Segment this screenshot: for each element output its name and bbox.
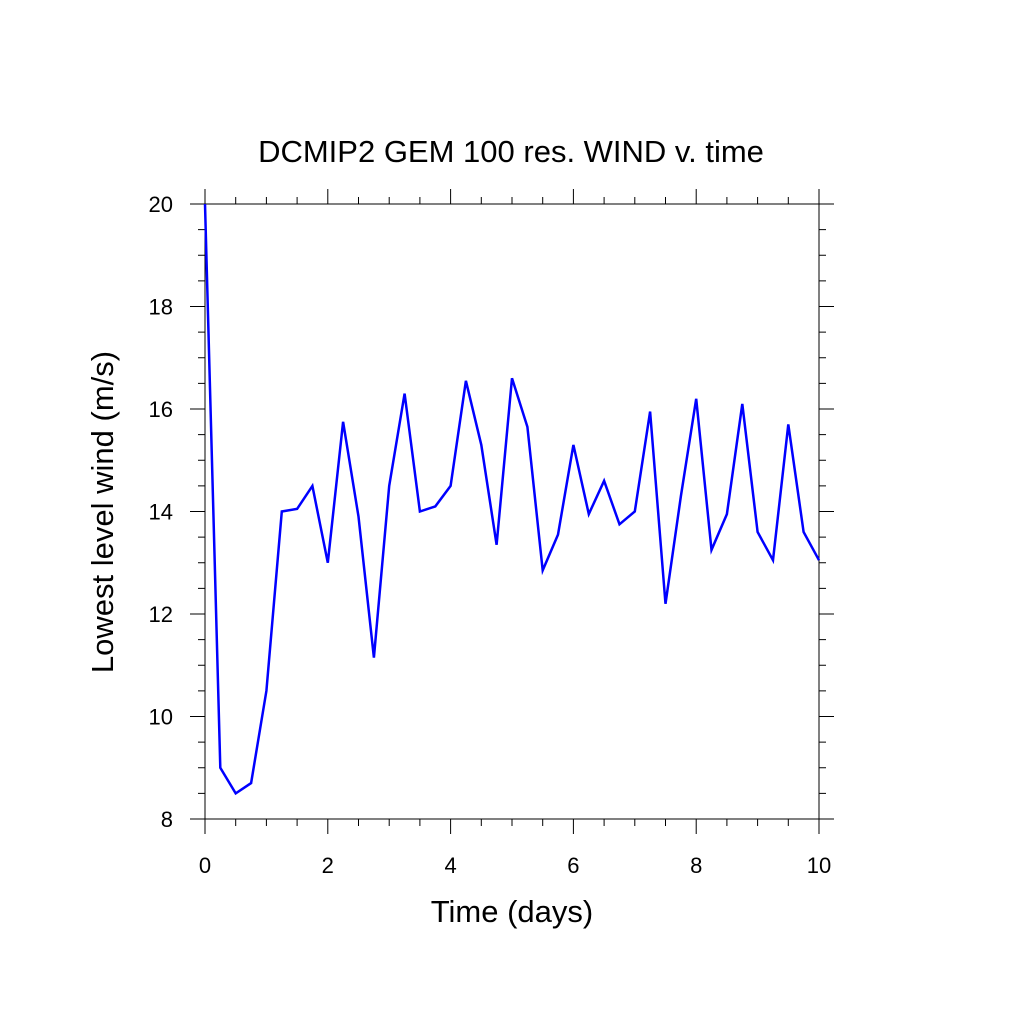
y-tick-label: 18 [149, 295, 173, 320]
y-tick-label: 10 [149, 705, 173, 730]
x-tick-label: 10 [807, 853, 831, 878]
x-tick-label: 0 [199, 853, 211, 878]
y-tick-label: 14 [149, 500, 173, 525]
chart-title: DCMIP2 GEM 100 res. WIND v. time [258, 134, 764, 169]
tick-labels: 0 2 4 6 8 10 8 10 12 14 16 18 20 [149, 192, 832, 878]
x-tick-label: 6 [567, 853, 579, 878]
x-tick-label: 4 [444, 853, 456, 878]
series-layer [203, 203, 821, 796]
y-tick-label: 20 [149, 192, 173, 217]
y-tick-label: 16 [149, 397, 173, 422]
y-axis-label: Lowest level wind (m/s) [85, 351, 120, 673]
y-tick-label: 8 [161, 807, 173, 832]
x-tick-label: 2 [322, 853, 334, 878]
axis-ticks [190, 189, 834, 834]
series-line-0 [203, 203, 821, 796]
y-tick-label: 12 [149, 602, 173, 627]
x-tick-label: 8 [690, 853, 702, 878]
x-axis-label: Time (days) [431, 894, 593, 929]
